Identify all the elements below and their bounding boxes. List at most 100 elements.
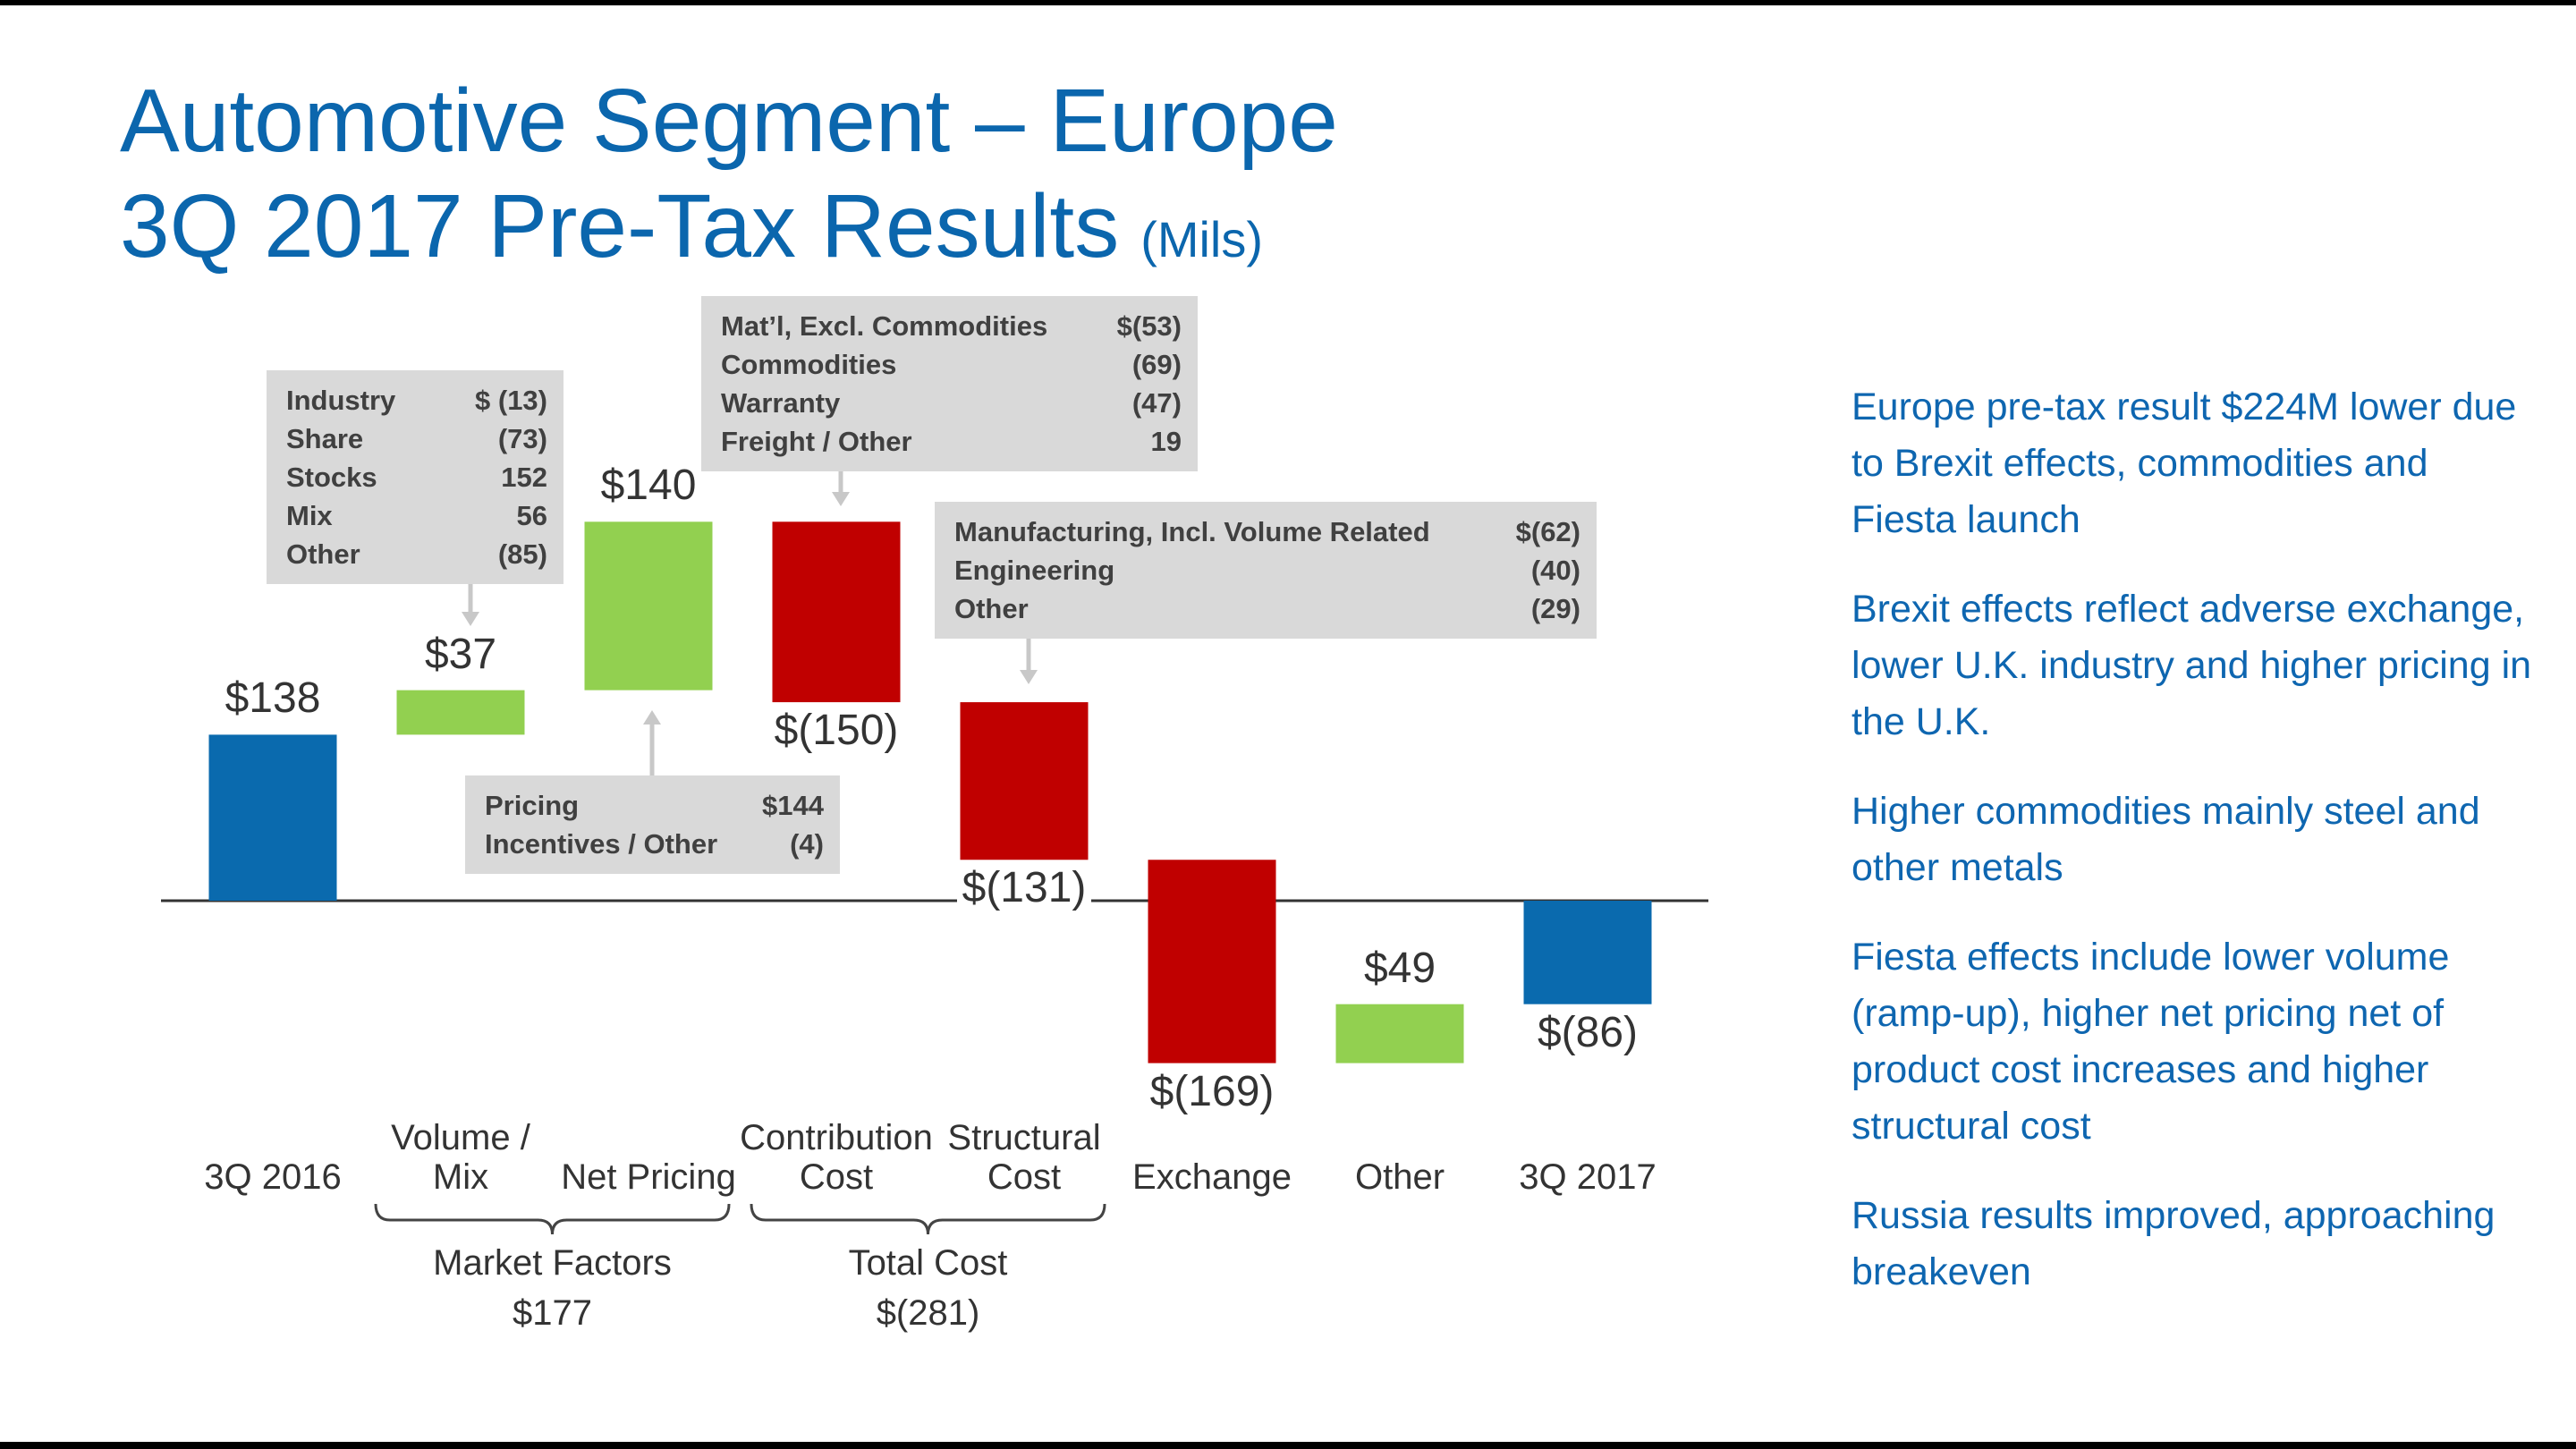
note: Brexit effects reflect adverse exchange,…	[1852, 588, 2532, 743]
note: Fiesta effects include lower volume (ram…	[1852, 936, 2450, 1148]
callout-value: (29)	[1530, 593, 1580, 624]
x-tick-label: 3Q 2016	[204, 1157, 342, 1197]
group-label: Market Factors	[433, 1243, 672, 1283]
callout-value: (40)	[1530, 555, 1580, 586]
value-label: $(131)	[881, 863, 1167, 912]
x-tick-label: Structural Cost	[947, 1118, 1101, 1197]
title-line: Automotive Segment – Europe	[120, 71, 1338, 171]
callout: Industry $ (13) Share (73) Stocks 152 Mix 56 Oth…	[267, 370, 564, 584]
callout-row: Mat’l, Excl. Commodities $(53)	[721, 307, 1182, 345]
value-label-text: $(150)	[768, 707, 904, 755]
value-label-text: $(86)	[1531, 1008, 1644, 1056]
callout-row: Manufacturing, Incl. Volume Related $(62)	[954, 513, 1580, 551]
callout-label: Engineering	[954, 555, 1115, 586]
value-label: $37	[318, 630, 604, 679]
callout-label: Stocks	[286, 462, 377, 493]
brace	[750, 1203, 1106, 1235]
callout-value: (4)	[790, 828, 824, 860]
bar	[396, 690, 525, 735]
callout-value: (85)	[497, 538, 547, 570]
value-label: $(150)	[693, 706, 979, 755]
value-label-text: $(169)	[1144, 1067, 1280, 1115]
x-tick-label: Volume / Mix	[391, 1118, 530, 1197]
x-tick-label: Net Pricing	[561, 1157, 736, 1197]
callout-label: Share	[286, 423, 364, 454]
bar	[1148, 860, 1276, 1063]
value-label-text: $138	[219, 674, 326, 723]
callout-row: Industry $ (13)	[286, 381, 547, 419]
callout-value: (47)	[1131, 387, 1182, 419]
chart	[161, 470, 1708, 1235]
callout-row: Incentives / Other (4)	[485, 825, 824, 863]
callout-row: Other (29)	[954, 589, 1580, 628]
callout-label: Warranty	[721, 387, 841, 419]
callout-arrowhead	[832, 492, 850, 506]
bar	[584, 521, 713, 691]
title-line: 3Q 2017 Pre-Tax Results	[120, 176, 1120, 276]
notes: Europe pre-tax result $224M lower due to…	[1852, 379, 2540, 1334]
callout-arrowhead	[462, 612, 479, 626]
callout-row: Commodities (69)	[721, 345, 1182, 384]
callout-value: 152	[501, 462, 547, 493]
callout-label: Mix	[286, 500, 333, 531]
callout-label: Commodities	[721, 349, 897, 380]
callout-value: $(62)	[1515, 516, 1580, 547]
subtitle: (Mils)	[1140, 211, 1264, 267]
bar	[1523, 901, 1652, 1004]
value-label-text: $(131)	[956, 864, 1092, 912]
value-label: $138	[130, 674, 416, 723]
callout-label: Mat’l, Excl. Commodities	[721, 310, 1048, 342]
value-label: $(86)	[1445, 1008, 1731, 1057]
brace	[374, 1203, 731, 1235]
group-label: Total Cost	[848, 1243, 1008, 1283]
callout-value: (69)	[1131, 349, 1182, 380]
bar	[208, 734, 337, 901]
x-tick-label: 3Q 2017	[1519, 1157, 1657, 1197]
group-value: $(281)	[876, 1293, 980, 1333]
callout-label: Other	[954, 593, 1029, 624]
bar	[1335, 1004, 1464, 1063]
value-label-text: $140	[595, 462, 702, 510]
note: Higher commodities mainly steel and othe…	[1852, 790, 2480, 889]
callout-label: Pricing	[485, 790, 580, 821]
callout-label: Manufacturing, Incl. Volume Related	[954, 516, 1430, 547]
callout-label: Other	[286, 538, 360, 570]
callout-row: Engineering (40)	[954, 551, 1580, 589]
callout-label: Freight / Other	[721, 426, 912, 457]
callout: Pricing $144 Incentives / Other (4)	[465, 775, 840, 874]
group-value: $177	[513, 1293, 592, 1333]
bar	[960, 702, 1089, 860]
callout-row: Other (85)	[286, 535, 547, 573]
callout-row: Freight / Other 19	[721, 422, 1182, 461]
callout-value: $(53)	[1116, 310, 1182, 342]
group: Market Factors $177	[374, 1238, 732, 1338]
callout-value: 19	[1150, 426, 1182, 457]
callout-row: Warranty (47)	[721, 384, 1182, 422]
callout: Manufacturing, Incl. Volume Related $(62)…	[935, 502, 1597, 639]
callout-row: Stocks 152	[286, 458, 547, 496]
callout-label: Incentives / Other	[485, 828, 718, 860]
callout-arrowhead	[643, 710, 661, 724]
bar	[772, 521, 901, 703]
value-label: $140	[505, 461, 792, 510]
x-tick-label: Other	[1354, 1157, 1445, 1197]
value-label-text: $37	[419, 630, 503, 678]
callout-value: $144	[762, 790, 824, 821]
title-line: 3Q 2017 Pre-Tax Results (Mils)	[120, 174, 1338, 292]
callout-row: Share (73)	[286, 419, 547, 458]
value-label: $49	[1257, 944, 1543, 993]
callout-value: $ (13)	[475, 385, 547, 416]
group: Total Cost $(281)	[750, 1238, 1107, 1338]
note: Europe pre-tax result $224M lower due to…	[1852, 386, 2517, 541]
x-tick-label: Contribution Cost	[740, 1118, 933, 1197]
callout-row: Pricing $144	[485, 786, 824, 825]
callout: Mat’l, Excl. Commodities $(53) Commodities…	[701, 296, 1198, 471]
x-tick-label: Exchange	[1132, 1157, 1292, 1197]
callout-label: Industry	[286, 385, 396, 416]
callout-value: 56	[516, 500, 547, 531]
value-label-text: $49	[1358, 944, 1442, 992]
note: Russia results improved, approaching bre…	[1852, 1194, 2496, 1293]
title: Automotive Segment – Europe 3Q 2017 Pre-…	[120, 68, 1338, 292]
value-label: $(169)	[1069, 1067, 1355, 1116]
